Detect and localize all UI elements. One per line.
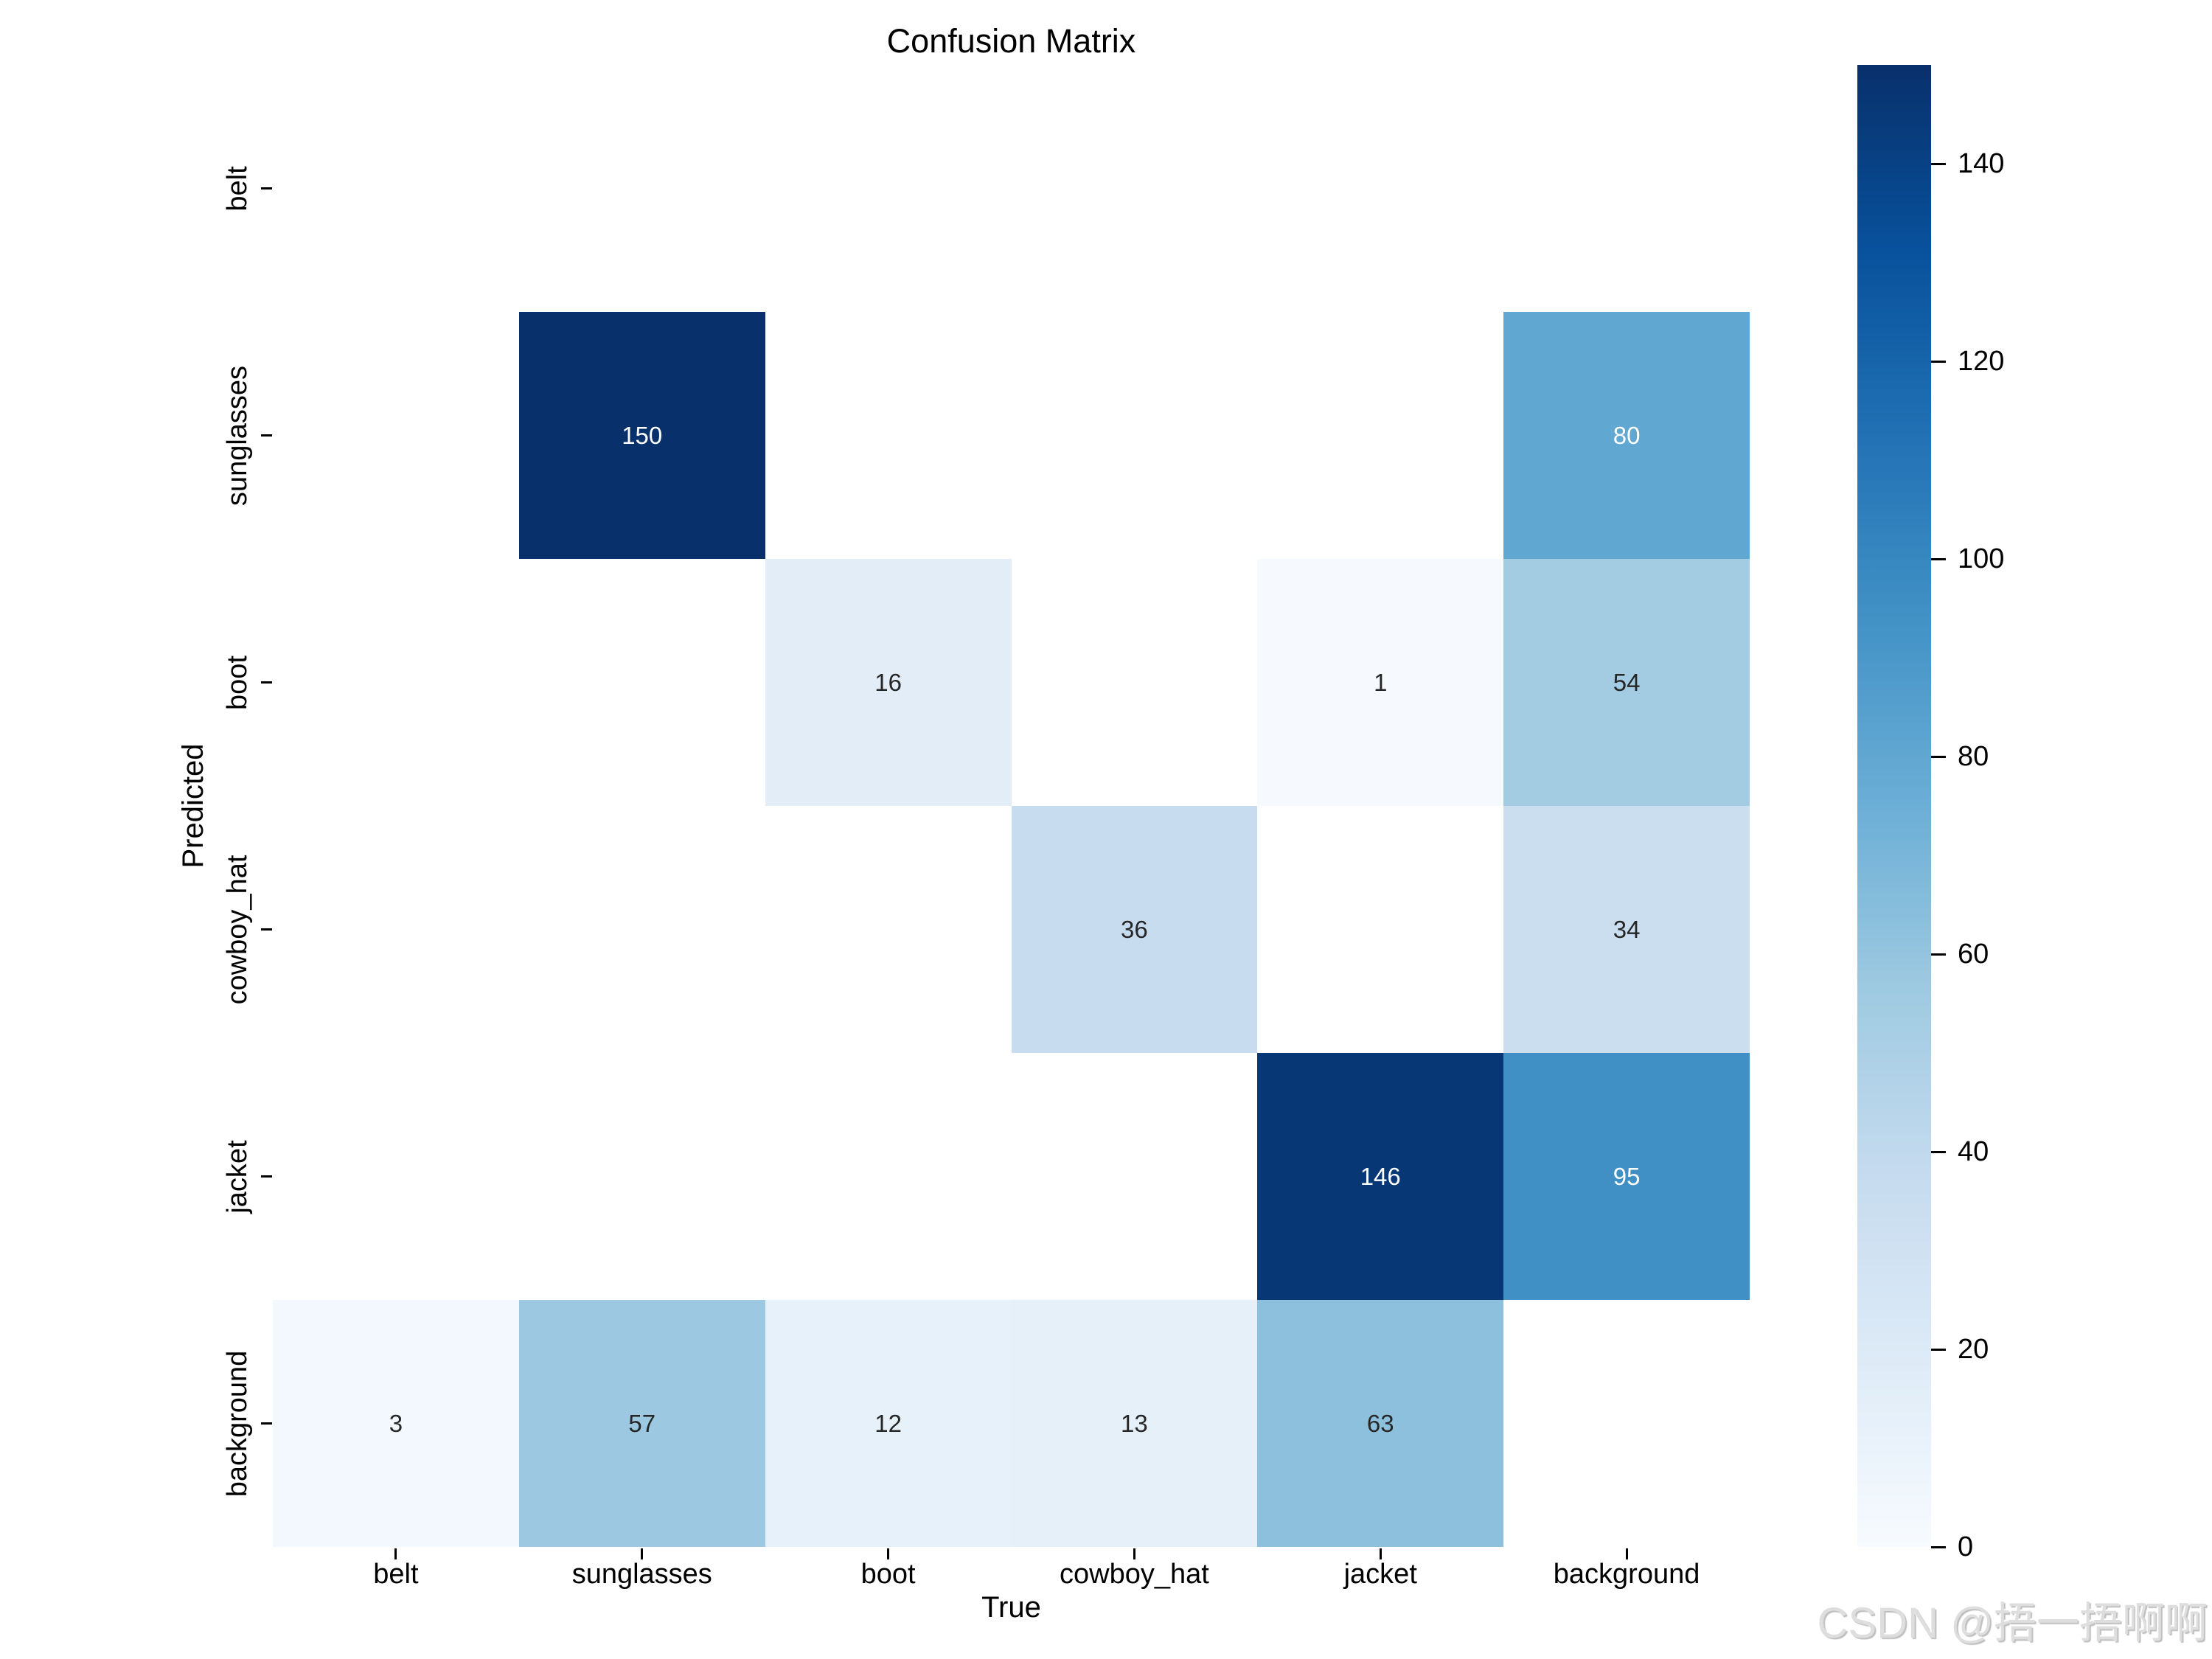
x-tick-label: sunglasses: [571, 1559, 712, 1590]
heatmap-cell: 3: [273, 1300, 519, 1547]
colorbar-tick-label: 60: [1958, 939, 1989, 970]
x-axis-label-text: True: [981, 1591, 1041, 1624]
cell-annotation: 95: [1613, 1163, 1641, 1190]
heatmap-cell: [518, 65, 765, 312]
colorbar-tick-label: 0: [1958, 1531, 1974, 1562]
colorbar-tick-mark: [1931, 162, 1946, 165]
heatmap-cell: 80: [1503, 312, 1750, 559]
heatmap-cell: 95: [1503, 1053, 1750, 1300]
heatmap-cell: [273, 312, 519, 559]
x-tick-mark: [1379, 1548, 1382, 1559]
colorbar-tick-mark: [1931, 557, 1946, 560]
heatmap-cell: [1503, 65, 1750, 312]
cell-annotation: 54: [1613, 669, 1641, 696]
heatmap-cell: [1257, 806, 1504, 1053]
heatmap-cell: [765, 806, 1012, 1053]
y-tick-mark: [261, 1422, 272, 1425]
heatmap-cell: [765, 312, 1012, 559]
heatmap-cell: [518, 559, 765, 806]
colorbar-tick-label: 40: [1958, 1136, 1989, 1167]
colorbar-tick-mark: [1931, 1150, 1946, 1153]
heatmap-cell: [518, 806, 765, 1053]
cell-annotation: 13: [1121, 1410, 1148, 1437]
x-tick-mark: [1625, 1548, 1628, 1559]
colorbar-tick-mark: [1931, 953, 1946, 956]
heatmap-cell: [765, 65, 1012, 312]
heatmap-cell: 54: [1503, 559, 1750, 806]
y-axis-label-text: Predicted: [177, 743, 209, 869]
x-tick-mark: [1133, 1548, 1135, 1559]
heatmap-cell: 1: [1257, 559, 1504, 806]
heatmap-cell: [1011, 65, 1258, 312]
colorbar-tick-label: 120: [1958, 346, 2005, 377]
heatmap-cell: [518, 1053, 765, 1300]
y-tick-mark: [261, 928, 272, 931]
y-tick-mark: [261, 1175, 272, 1178]
cell-annotation: 36: [1121, 916, 1148, 943]
colorbar-tick-label: 100: [1958, 543, 2005, 574]
heatmap-plot-area: 150 80 16 1 54 36 34 146 95 3 57 12 13 63: [273, 65, 1750, 1547]
cell-annotation: 3: [389, 1410, 403, 1437]
colorbar-tick-label: 20: [1958, 1334, 1989, 1365]
heatmap-cell: 34: [1503, 806, 1750, 1053]
heatmap-cell: 16: [765, 559, 1012, 806]
y-tick-mark: [261, 434, 272, 437]
x-axis-label: True: [273, 1591, 1750, 1624]
cell-annotation: 150: [622, 422, 663, 449]
x-tick-mark: [394, 1548, 397, 1559]
heatmap-cell: [273, 1053, 519, 1300]
y-tick-mark: [261, 187, 272, 189]
heatmap-cell: [1503, 1300, 1750, 1547]
x-tick-mark: [887, 1548, 890, 1559]
heatmap-cell: [765, 1053, 1012, 1300]
heatmap-cell: 57: [518, 1300, 765, 1547]
heatmap-cell: 12: [765, 1300, 1012, 1547]
heatmap-cell: [1257, 65, 1504, 312]
cell-annotation: 146: [1360, 1163, 1401, 1190]
heatmap-cell: [273, 65, 519, 312]
colorbar-tick-mark: [1931, 1545, 1946, 1548]
cell-annotation: 34: [1613, 916, 1641, 943]
cell-annotation: 1: [1374, 669, 1388, 696]
heatmap-cell: 150: [518, 312, 765, 559]
colorbar-tick-mark: [1931, 755, 1946, 758]
heatmap-cell: [1011, 559, 1258, 806]
watermark: CSDN @捂一捂啊啊: [1817, 1599, 2208, 1647]
x-tick-label: boot: [860, 1559, 916, 1590]
cell-annotation: 80: [1613, 422, 1641, 449]
x-tick-label: background: [1553, 1559, 1700, 1590]
y-tick-label-text: background: [222, 1350, 253, 1497]
heatmap-cell: [273, 559, 519, 806]
x-tick-mark: [641, 1548, 644, 1559]
cell-annotation: 57: [628, 1410, 656, 1437]
heatmap-cell: 63: [1257, 1300, 1504, 1547]
colorbar-tick-mark: [1931, 360, 1946, 363]
heatmap-cell: 36: [1011, 806, 1258, 1053]
x-tick-label: belt: [373, 1559, 419, 1590]
chart-title: Confusion Matrix: [886, 22, 1136, 60]
x-tick-label: jacket: [1343, 1559, 1417, 1590]
heatmap-cell: [1257, 312, 1504, 559]
heatmap-cell: 13: [1011, 1300, 1258, 1547]
heatmap-cell: [1011, 1053, 1258, 1300]
heatmap-cell: 146: [1257, 1053, 1504, 1300]
colorbar-gradient: [1857, 65, 1931, 1547]
cell-annotation: 12: [874, 1410, 902, 1437]
colorbar-tick-label: 80: [1958, 741, 1989, 772]
colorbar-tick-label: 140: [1958, 148, 2005, 179]
cell-annotation: 16: [874, 669, 902, 696]
heatmap-cell: [273, 806, 519, 1053]
heatmap-cell: [1011, 312, 1258, 559]
cell-annotation: 63: [1366, 1410, 1394, 1437]
x-tick-label: cowboy_hat: [1060, 1559, 1209, 1590]
y-tick-mark: [261, 681, 272, 684]
colorbar-tick-mark: [1931, 1348, 1946, 1351]
